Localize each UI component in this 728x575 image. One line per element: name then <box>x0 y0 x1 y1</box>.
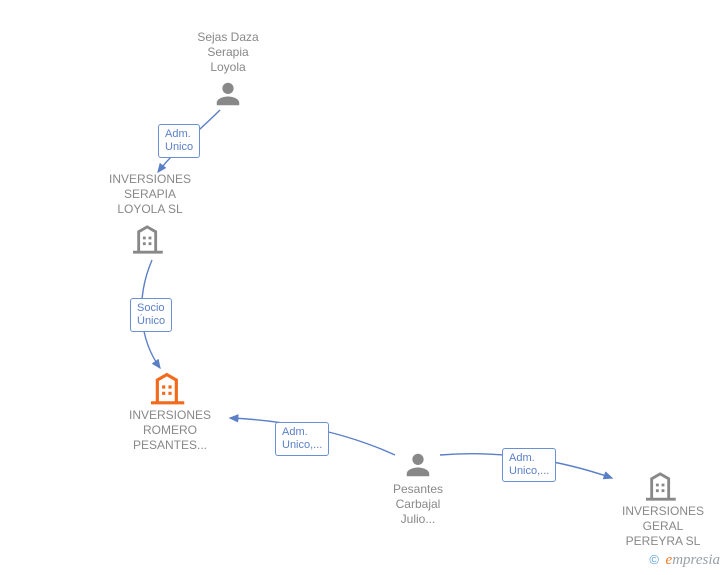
node-person-sejas[interactable]: Sejas Daza Serapia Loyola <box>178 30 278 109</box>
node-company-serapia[interactable]: INVERSIONES SERAPIA LOYOLA SL <box>90 172 210 255</box>
node-company-romero[interactable]: INVERSIONES ROMERO PESANTES... <box>110 368 230 453</box>
brand-rest: mpresia <box>672 552 720 568</box>
edge-label-adm-unico-1: Adm. Unico <box>158 124 200 158</box>
copyright-symbol: © <box>649 552 659 567</box>
edge-label-socio-unico: Socio Único <box>130 298 172 332</box>
footer-brand: © empresia <box>649 552 720 569</box>
person-icon <box>178 79 278 109</box>
node-company-geral[interactable]: INVERSIONES GERAL PEREYRA SL <box>608 468 718 549</box>
node-label: Pesantes Carbajal Julio... <box>368 482 468 527</box>
node-label: INVERSIONES ROMERO PESANTES... <box>110 408 230 453</box>
node-label: INVERSIONES GERAL PEREYRA SL <box>608 504 718 549</box>
diagram-canvas: Sejas Daza Serapia Loyola INVERSIONES SE… <box>0 0 728 575</box>
building-icon <box>110 368 230 406</box>
node-label: Sejas Daza Serapia Loyola <box>178 30 278 75</box>
edge-label-adm-unico-2: Adm. Unico,... <box>275 422 329 456</box>
node-person-pesantes[interactable]: Pesantes Carbajal Julio... <box>368 450 468 527</box>
building-icon <box>90 221 210 255</box>
edge-label-adm-unico-3: Adm. Unico,... <box>502 448 556 482</box>
node-label: INVERSIONES SERAPIA LOYOLA SL <box>90 172 210 217</box>
building-icon <box>608 468 718 502</box>
person-icon <box>368 450 468 480</box>
